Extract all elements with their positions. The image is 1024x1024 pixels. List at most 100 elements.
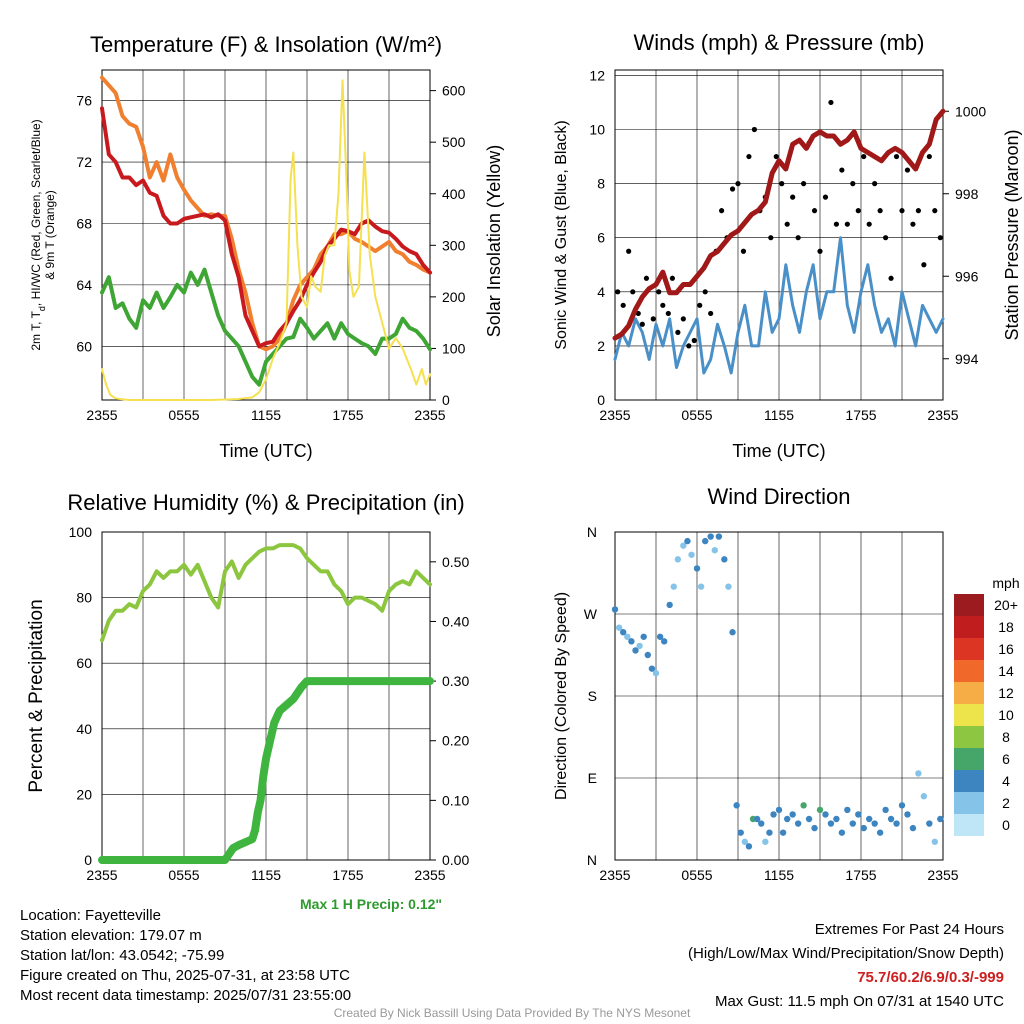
gust-point xyxy=(850,181,856,187)
colorbar-swatch xyxy=(954,748,984,770)
chart-title-wind-direction: Wind Direction xyxy=(707,484,850,509)
wind-direction-point xyxy=(766,829,773,836)
y-tick-label: 64 xyxy=(76,277,92,293)
gust-point xyxy=(833,221,840,227)
gust-point xyxy=(866,221,872,227)
y2-tick-label: 500 xyxy=(442,134,466,150)
y2-tick-label: 996 xyxy=(955,268,979,284)
x-tick-label: 2355 xyxy=(599,407,630,423)
x-axis-label: Time (UTC) xyxy=(732,441,825,461)
gust-point xyxy=(660,302,666,308)
station-latlon: Station lat/lon: 43.0542; -75.99 xyxy=(20,947,225,964)
wind-direction-point xyxy=(725,583,732,590)
y-axis-label-line2: & 9m T (Orange) xyxy=(43,190,57,280)
gust-point xyxy=(656,289,662,295)
wind-direction-point xyxy=(640,633,647,640)
gust-point xyxy=(686,343,692,349)
y-tick-label: 72 xyxy=(76,154,92,170)
gust-point xyxy=(844,221,850,227)
wind-direction-point xyxy=(684,537,691,545)
x-tick-label: 1155 xyxy=(764,867,794,883)
gust-point xyxy=(883,235,889,241)
wind-direction-point xyxy=(855,811,862,818)
colorbar-label: 4 xyxy=(1002,773,1010,789)
gust-point xyxy=(801,181,807,187)
colorbar-swatch xyxy=(954,814,984,836)
gust-point xyxy=(729,186,736,192)
colorbar-label: 18 xyxy=(998,619,1014,635)
gust-point xyxy=(768,235,774,241)
y-tick-label: 4 xyxy=(597,284,605,300)
wind-direction-point xyxy=(805,815,813,823)
wind-direction-point xyxy=(800,802,807,809)
y-axis-label-line1: 2m T, Td, HI/WC (Red, Green, Scarlet/Blu… xyxy=(29,119,47,350)
colorbar-title: mph xyxy=(992,575,1019,591)
x-tick-label: 0555 xyxy=(681,407,712,423)
colorbar-swatch xyxy=(954,770,984,792)
gust-point xyxy=(665,310,671,317)
y-axis-label: Sonic Wind & Gust (Blue, Black) xyxy=(553,120,570,349)
y2-tick-label: 200 xyxy=(442,289,466,305)
y-tick-label: 60 xyxy=(76,655,92,671)
wind-direction-point xyxy=(711,547,718,554)
gust-point xyxy=(615,289,621,295)
wind-direction-point xyxy=(656,633,664,640)
x-tick-label: 1155 xyxy=(251,867,281,883)
gust-point xyxy=(921,262,927,268)
y-tick-label: S xyxy=(588,688,597,704)
x-tick-label: 2355 xyxy=(414,407,445,423)
credit-line: Created By Nick Bassill Using Data Provi… xyxy=(333,1006,691,1020)
gust-point xyxy=(932,208,938,214)
wind-direction-point xyxy=(697,583,705,590)
station-location: Location: Fayetteville xyxy=(20,907,161,924)
wind-direction-point xyxy=(615,624,623,631)
y2-tick-label: 300 xyxy=(442,237,466,253)
y-tick-label: 68 xyxy=(76,215,92,231)
gust-point xyxy=(877,208,883,214)
wind-direction-point xyxy=(794,820,802,827)
gust-point xyxy=(888,275,894,281)
gust-point xyxy=(675,329,681,335)
colorbar-swatch xyxy=(954,704,984,726)
gust-point xyxy=(639,321,645,327)
gust-point xyxy=(839,167,845,173)
y-tick-label: 80 xyxy=(76,590,92,606)
gust-point xyxy=(855,208,861,214)
gust-point xyxy=(626,248,632,254)
gust-point xyxy=(650,316,656,322)
wind-direction-point xyxy=(693,565,701,572)
y-tick-label: 0 xyxy=(597,392,605,408)
x-tick-label: 1155 xyxy=(764,407,794,423)
series-line-insolation xyxy=(101,79,431,401)
colorbar-label: 16 xyxy=(998,641,1014,657)
colorbar-label: 2 xyxy=(1002,795,1010,811)
wind-direction-point xyxy=(758,820,765,827)
y2-axis-label: Solar Insolation (Yellow) xyxy=(484,145,504,337)
wind-direction-point xyxy=(871,820,878,827)
gust-point xyxy=(872,181,878,187)
wind-direction-point xyxy=(931,838,938,845)
gust-point xyxy=(861,153,867,160)
wind-direction-point xyxy=(920,793,928,800)
wind-direction-point xyxy=(762,838,769,845)
gust-point xyxy=(915,208,922,214)
wind-direction-point xyxy=(775,806,783,814)
colorbar-label: 6 xyxy=(1002,751,1010,767)
wind-direction-point xyxy=(729,629,736,636)
x-tick-label: 0555 xyxy=(168,407,199,423)
wind-direction-point xyxy=(733,802,740,809)
chart-title-winds: Winds (mph) & Pressure (mb) xyxy=(634,30,925,55)
x-tick-label: 2355 xyxy=(927,407,958,423)
y2-tick-label: 400 xyxy=(442,186,466,202)
x-tick-label: 1755 xyxy=(845,407,876,423)
wind-direction-point xyxy=(737,829,744,836)
extremes-heading: Extremes For Past 24 Hours xyxy=(814,921,1004,938)
gust-point xyxy=(899,208,905,214)
wind-direction-point xyxy=(811,824,818,832)
y-tick-label: 100 xyxy=(69,524,93,540)
x-axis-label: Time (UTC) xyxy=(219,441,312,461)
y2-tick-label: 0 xyxy=(442,392,450,408)
series-line-pressure xyxy=(612,108,946,341)
y-axis-label: Direction (Colored By Speed) xyxy=(553,592,570,800)
